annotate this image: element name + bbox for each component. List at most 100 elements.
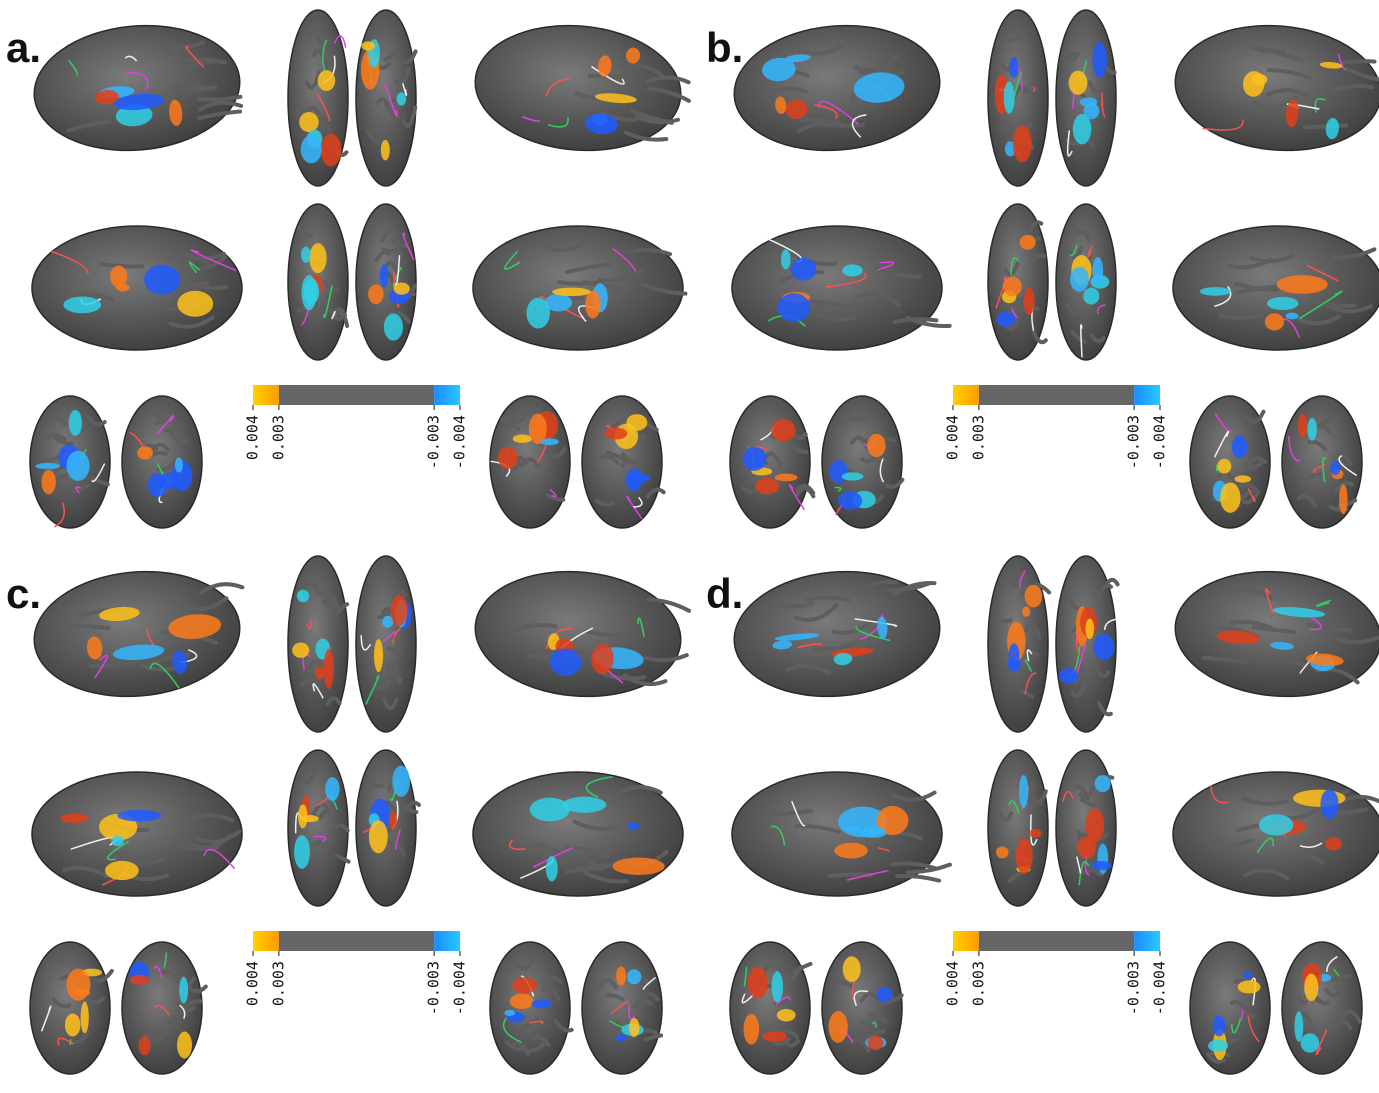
- sulcus: [1240, 490, 1261, 505]
- sulcus: [197, 109, 243, 121]
- sulcus: [598, 978, 619, 990]
- activation: [60, 813, 89, 824]
- sulcus: [333, 823, 350, 833]
- parcel-border: [502, 1016, 522, 1043]
- activation: [177, 290, 214, 317]
- sulcus: [791, 252, 838, 267]
- colorbar-tick-label: 0.004: [944, 961, 962, 1006]
- parcel-border: [1213, 430, 1230, 458]
- parcel-border: [1298, 290, 1343, 320]
- sulcus: [69, 1029, 90, 1045]
- sulcus: [1207, 838, 1254, 849]
- sulcus: [1251, 625, 1297, 635]
- sulcus: [597, 269, 644, 283]
- sulcus: [841, 417, 862, 425]
- sulcus: [53, 436, 74, 446]
- sulcus: [199, 582, 245, 595]
- activation: [373, 638, 384, 673]
- panel: d. 0.004 0.003 -0.003 -0.004: [706, 555, 1379, 1075]
- parcel-border: [185, 45, 205, 68]
- brain-view: [1055, 9, 1117, 187]
- sulcus: [582, 870, 629, 884]
- activation: [1094, 775, 1111, 793]
- activation: [1242, 971, 1253, 979]
- activation: [785, 54, 811, 63]
- sulcus: [563, 845, 610, 858]
- brain-view: [1174, 24, 1379, 152]
- parcel-border: [153, 1004, 170, 1016]
- parcel-border: [315, 797, 329, 807]
- parcel-border: [75, 486, 82, 494]
- parcel-border: [395, 829, 401, 850]
- brain-view: [355, 203, 417, 361]
- sulcus: [565, 862, 612, 874]
- brain-view: [987, 749, 1049, 907]
- sulcus: [1332, 1019, 1353, 1031]
- activation: [762, 1031, 788, 1042]
- activation: [1264, 313, 1285, 331]
- sulcus: [1094, 665, 1111, 679]
- colorbar-tick-label: -0.004: [451, 415, 469, 469]
- sulcus: [86, 415, 107, 427]
- sulcus: [1265, 88, 1311, 99]
- parcel-border: [1214, 285, 1232, 308]
- brain-view: [287, 555, 350, 733]
- colorbar-tick-label: 0.003: [969, 961, 987, 1006]
- cortex: [489, 941, 571, 1075]
- sulcus: [1245, 409, 1266, 425]
- activation: [594, 93, 637, 104]
- activation: [509, 993, 534, 1009]
- sulcus: [163, 427, 184, 437]
- activation: [174, 457, 183, 473]
- brain-view: [472, 225, 688, 351]
- sulcus: [639, 992, 660, 1002]
- parcel-border: [549, 488, 557, 498]
- sulcus: [512, 623, 558, 632]
- parcel-border: [179, 1004, 186, 1019]
- sulcus: [545, 493, 566, 502]
- sulcus: [310, 841, 327, 850]
- activation: [1320, 789, 1339, 819]
- activation: [296, 589, 310, 603]
- activation: [1022, 606, 1031, 617]
- sulcus: [384, 662, 401, 685]
- activation: [1258, 814, 1294, 836]
- parcel-border: [1230, 1018, 1242, 1034]
- activation: [104, 860, 139, 881]
- parcel-border: [360, 635, 372, 651]
- colorbar-tick-label: 0.003: [269, 415, 287, 460]
- activation: [1319, 61, 1343, 69]
- sulcus: [46, 416, 67, 427]
- sulcus: [805, 595, 851, 602]
- parcel-border: [163, 952, 168, 968]
- sulcus: [1206, 1052, 1227, 1064]
- parcel-border: [126, 71, 149, 90]
- sulcus: [616, 784, 663, 795]
- sulcus: [778, 1028, 799, 1039]
- parcel-border: [1288, 435, 1301, 463]
- parcel-border: [877, 261, 895, 271]
- sulcus: [906, 862, 953, 875]
- parcel-border: [53, 502, 66, 528]
- activation: [303, 278, 320, 305]
- brain-view: [355, 555, 417, 733]
- activation: [1251, 73, 1268, 85]
- sulcus: [89, 661, 135, 669]
- sulcus: [996, 618, 1013, 624]
- sulcus: [1248, 253, 1295, 264]
- sulcus: [997, 809, 1014, 822]
- sulcus: [401, 105, 418, 129]
- sulcus: [553, 1018, 574, 1033]
- sulcus: [605, 450, 626, 462]
- sulcus: [623, 130, 669, 142]
- sulcus: [315, 34, 332, 47]
- sulcus: [382, 697, 399, 711]
- sulcus: [646, 86, 691, 103]
- activation: [314, 666, 325, 680]
- sulcus: [375, 680, 392, 691]
- panel-label: d.: [706, 570, 743, 617]
- sulcus: [145, 1027, 166, 1038]
- activation: [876, 986, 893, 1003]
- sulcus: [1334, 480, 1355, 493]
- parcel-border: [50, 250, 89, 274]
